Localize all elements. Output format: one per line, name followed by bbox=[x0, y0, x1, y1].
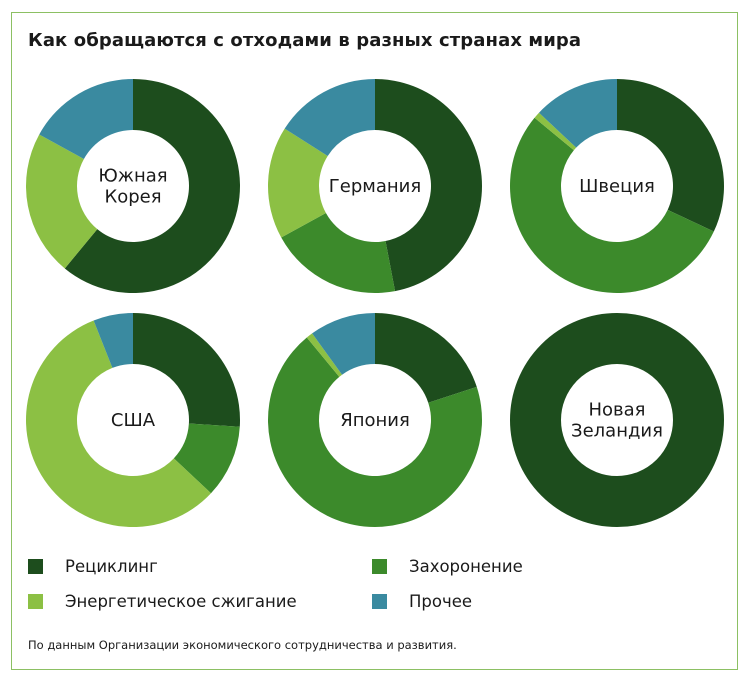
legend-swatch-other bbox=[372, 594, 387, 609]
legend-label-landfill: Захоронение bbox=[409, 557, 523, 576]
legend-item-other: Прочее bbox=[372, 592, 472, 611]
legend-item-energy: Энергетическое сжигание bbox=[28, 592, 297, 611]
legend-swatch-landfill bbox=[372, 559, 387, 574]
slice-germany-recycling bbox=[375, 79, 482, 292]
legend-label-recycling: Рециклинг bbox=[65, 557, 158, 576]
donut-label-sweden: Швеция bbox=[579, 176, 655, 197]
chart-title: Как обращаются с отходами в разных стран… bbox=[28, 30, 582, 51]
donut-new-zealand: Новая Зеландия bbox=[510, 313, 724, 527]
slice-germany-other bbox=[284, 79, 375, 156]
legend-swatch-recycling bbox=[28, 559, 43, 574]
donut-label-usa: США bbox=[111, 410, 156, 431]
donut-label-japan: Япония bbox=[340, 410, 410, 431]
legend-label-other: Прочее bbox=[409, 592, 473, 611]
slice-usa-other bbox=[93, 313, 133, 368]
slice-south-korea-energy bbox=[25, 134, 98, 269]
slice-south-korea-other bbox=[39, 79, 133, 160]
donut-label-germany: Германия bbox=[329, 176, 421, 197]
donut-south-korea: Южная Корея bbox=[25, 79, 241, 293]
slice-germany-energy bbox=[268, 128, 328, 238]
slice-sweden-other bbox=[539, 79, 617, 148]
legend-swatch-energy bbox=[28, 594, 43, 609]
slice-usa-landfill bbox=[173, 423, 240, 494]
slice-usa-energy bbox=[26, 320, 211, 527]
donut-label-new-zealand: Новая Зеландия bbox=[571, 400, 663, 442]
slice-germany-landfill bbox=[281, 212, 396, 293]
legend-label-energy: Энергетическое сжигание bbox=[65, 592, 297, 611]
chart-frame bbox=[11, 12, 738, 670]
slice-japan-recycling bbox=[375, 313, 477, 403]
slice-japan-other bbox=[312, 313, 375, 375]
slice-south-korea-recycling bbox=[64, 79, 241, 293]
legend-item-recycling: Рециклинг bbox=[28, 557, 158, 576]
donut-germany: Германия bbox=[268, 79, 482, 293]
legend-item-landfill: Захоронение bbox=[372, 557, 523, 576]
slice-japan-landfill bbox=[268, 337, 482, 527]
slice-sweden-landfill bbox=[509, 117, 714, 294]
source-note: По данным Организации экономического сот… bbox=[28, 638, 457, 652]
donut-usa: США bbox=[26, 313, 240, 527]
donut-japan: Япония bbox=[268, 313, 482, 527]
donut-label-south-korea: Южная Корея bbox=[98, 166, 167, 208]
slice-sweden-energy bbox=[534, 112, 577, 151]
slice-usa-recycling bbox=[133, 313, 240, 427]
slice-sweden-recycling bbox=[617, 79, 724, 232]
slice-new-zealand-recycling bbox=[510, 313, 724, 527]
slice-japan-energy bbox=[306, 333, 343, 377]
donut-sweden: Швеция bbox=[509, 79, 724, 294]
